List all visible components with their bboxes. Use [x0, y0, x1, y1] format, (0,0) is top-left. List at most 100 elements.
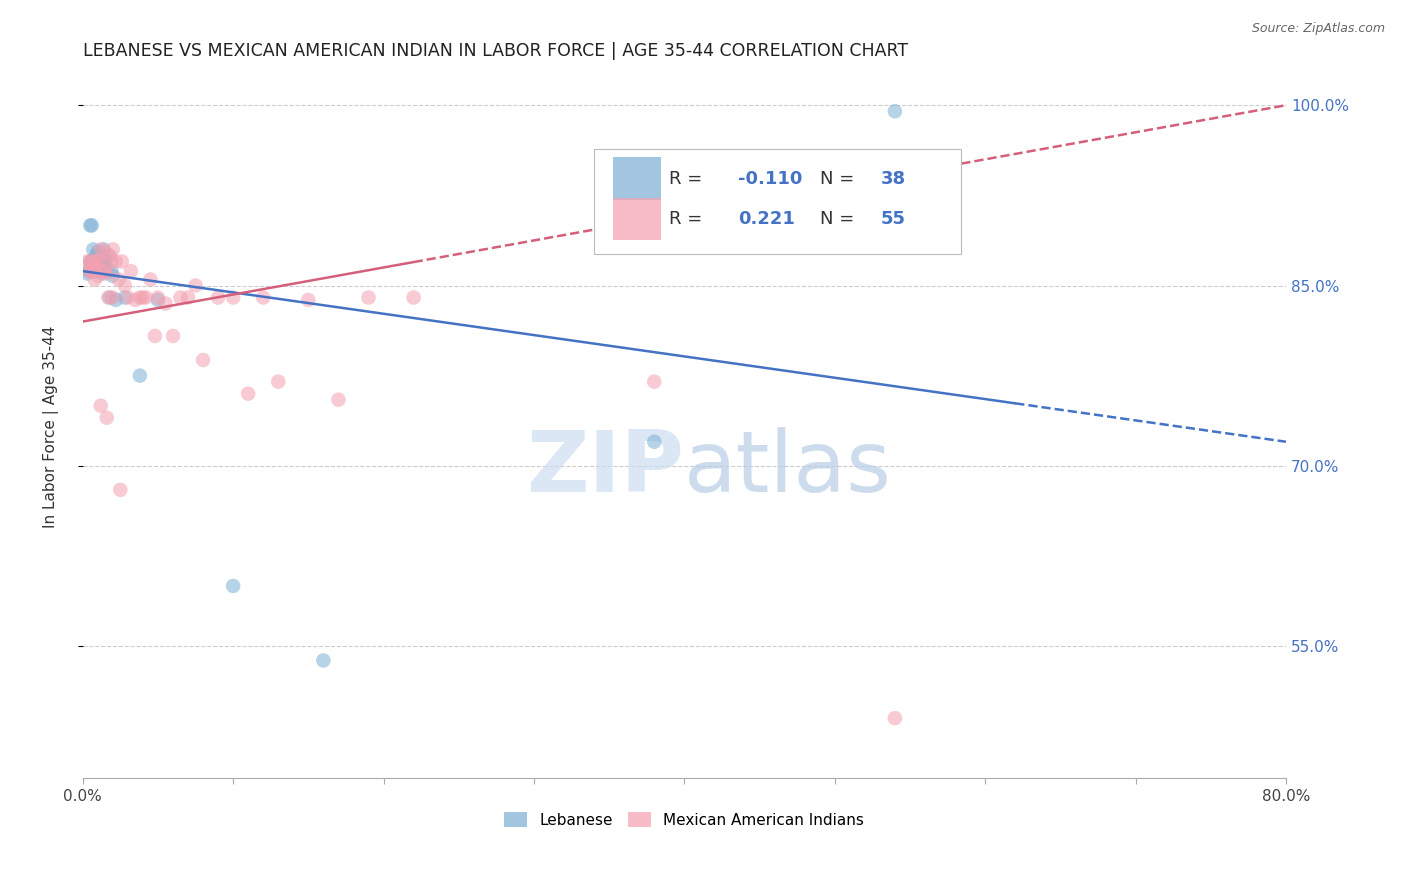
Point [94, 264, 117, 278]
Point [101, 268, 124, 283]
Point [90, 399, 112, 413]
Point [80, 264, 103, 278]
Point [267, 375, 290, 389]
Point [110, 483, 132, 497]
Text: atlas: atlas [685, 427, 893, 510]
Point [79, 254, 101, 268]
Point [97, 248, 120, 262]
Point [83, 254, 105, 268]
Point [128, 291, 150, 305]
Text: N =: N = [820, 211, 860, 228]
Point [83, 264, 105, 278]
Point [252, 291, 274, 305]
Point [93, 243, 115, 257]
Point [146, 291, 169, 305]
Point [643, 375, 665, 389]
Text: -0.110: -0.110 [738, 169, 803, 187]
Point [177, 291, 200, 305]
Point [89, 254, 111, 268]
Point [357, 291, 380, 305]
Y-axis label: In Labor Force | Age 35-44: In Labor Force | Age 35-44 [44, 326, 59, 528]
Point [79, 219, 101, 233]
Point [124, 293, 146, 307]
Point [162, 329, 184, 343]
Text: R =: R = [669, 211, 707, 228]
FancyBboxPatch shape [595, 149, 962, 254]
Point [104, 293, 127, 307]
Point [191, 353, 214, 368]
Point [84, 248, 107, 262]
Text: 38: 38 [880, 169, 905, 187]
Point [143, 329, 166, 343]
Point [91, 254, 114, 268]
Text: R =: R = [669, 169, 707, 187]
Point [100, 254, 122, 268]
Point [883, 104, 905, 119]
Point [82, 254, 104, 268]
Point [139, 272, 162, 286]
Point [84, 257, 107, 271]
Point [89, 254, 111, 268]
Text: Source: ZipAtlas.com: Source: ZipAtlas.com [1251, 22, 1385, 36]
Point [96, 264, 118, 278]
Point [91, 264, 114, 278]
Point [222, 579, 245, 593]
Point [87, 244, 110, 259]
Point [117, 291, 139, 305]
Point [96, 410, 118, 425]
Point [128, 368, 150, 383]
Point [96, 267, 118, 281]
Text: 0.221: 0.221 [738, 211, 796, 228]
Point [82, 254, 104, 268]
Point [93, 244, 115, 259]
Text: 55: 55 [880, 211, 905, 228]
Point [222, 291, 245, 305]
Point [184, 278, 207, 293]
Point [83, 272, 105, 286]
Point [108, 272, 131, 286]
Point [87, 268, 110, 283]
Point [84, 264, 107, 278]
Text: N =: N = [820, 169, 860, 187]
Point [82, 260, 104, 275]
Point [402, 291, 425, 305]
Text: LEBANESE VS MEXICAN AMERICAN INDIAN IN LABOR FORCE | AGE 35-44 CORRELATION CHART: LEBANESE VS MEXICAN AMERICAN INDIAN IN L… [83, 42, 908, 60]
Point [87, 254, 110, 268]
Point [169, 291, 191, 305]
Point [89, 264, 111, 278]
Point [328, 392, 350, 407]
Point [101, 243, 124, 257]
Point [207, 291, 229, 305]
Point [83, 254, 105, 268]
Point [98, 248, 121, 262]
Point [94, 254, 117, 268]
FancyBboxPatch shape [613, 198, 661, 241]
Point [91, 267, 114, 281]
Point [79, 254, 101, 268]
Point [90, 243, 112, 257]
Text: ZIP: ZIP [527, 427, 685, 510]
FancyBboxPatch shape [613, 158, 661, 200]
Point [132, 291, 155, 305]
Legend: Lebanese, Mexican American Indians: Lebanese, Mexican American Indians [498, 805, 870, 834]
Point [77, 264, 100, 278]
Point [76, 267, 98, 281]
Point [312, 653, 335, 667]
Point [297, 293, 319, 307]
Point [120, 264, 142, 278]
Point [97, 291, 120, 305]
Point [104, 254, 127, 268]
Point [643, 434, 665, 449]
Point [111, 254, 134, 268]
Point [82, 243, 104, 257]
Point [101, 291, 124, 305]
Point [114, 291, 136, 305]
Point [77, 264, 100, 278]
Point [114, 278, 136, 293]
Point [90, 254, 112, 268]
Point [90, 248, 112, 262]
Point [87, 264, 110, 278]
Point [80, 254, 103, 268]
Point [883, 711, 905, 725]
Point [82, 254, 104, 268]
